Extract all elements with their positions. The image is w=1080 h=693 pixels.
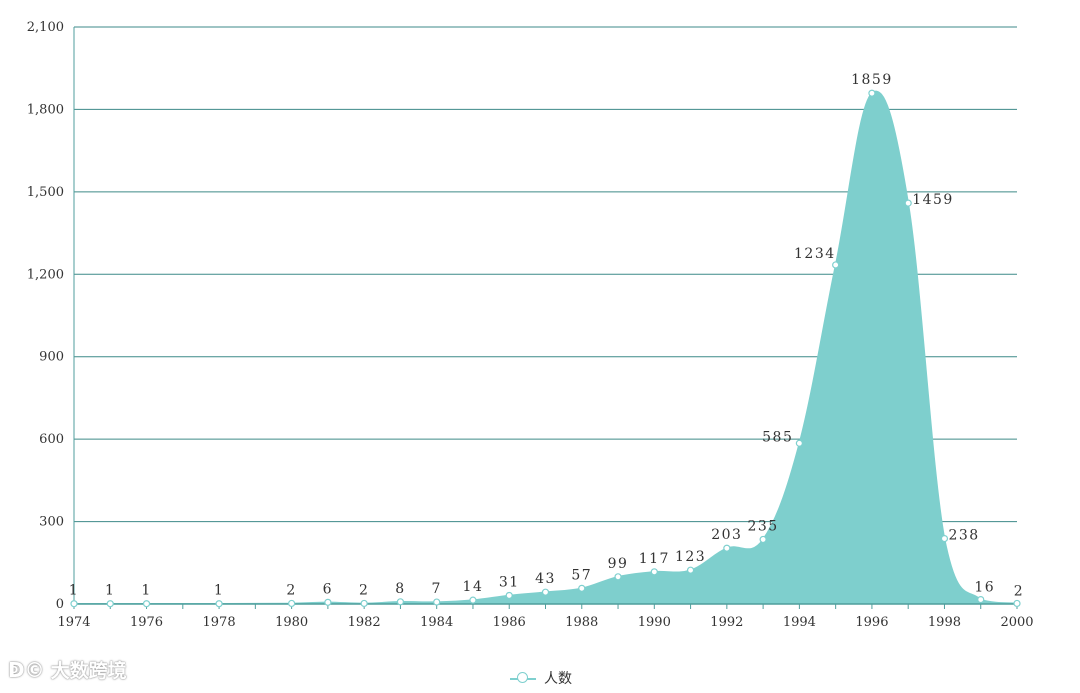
data-label: 123: [675, 549, 706, 565]
data-point: [469, 596, 477, 604]
data-label: 1: [69, 583, 79, 599]
data-label: 1459: [912, 192, 954, 208]
data-point: [505, 591, 513, 600]
legend[interactable]: 人数: [510, 668, 572, 688]
data-point: [723, 544, 731, 552]
data-label: 117: [639, 551, 670, 567]
x-tick-label: 1982: [348, 615, 381, 630]
data-point: [650, 568, 658, 576]
x-tick-label: 1976: [130, 615, 163, 630]
data-point: [142, 600, 151, 608]
data-point: [832, 261, 840, 269]
data-point: [70, 600, 78, 608]
data-label: 7: [431, 581, 441, 597]
legend-marker-icon: [510, 671, 536, 685]
x-tick-label: 1988: [565, 615, 598, 630]
data-point: [324, 598, 332, 606]
x-tick-label: 1978: [203, 615, 236, 630]
data-label: 1859: [851, 72, 893, 88]
x-tick-label: 1986: [493, 615, 526, 630]
data-label: 1: [141, 583, 151, 599]
y-tick-label: 2,100: [27, 20, 64, 35]
data-point: [106, 600, 114, 608]
data-label: 43: [535, 571, 556, 587]
x-tick-label: 1994: [783, 615, 816, 630]
data-label: 1234: [794, 246, 836, 262]
x-tick-label: 1998: [928, 615, 961, 630]
y-tick-label: 1,500: [27, 185, 64, 200]
data-label: 8: [395, 581, 405, 597]
x-tick-label: 1992: [710, 615, 743, 630]
data-point: [1013, 599, 1021, 608]
data-point: [795, 439, 803, 447]
series-area: [74, 91, 1017, 605]
data-label: 585: [762, 429, 793, 445]
data-point: [686, 566, 695, 574]
legend-label: 人数: [544, 671, 572, 687]
data-label: 235: [747, 518, 778, 534]
y-tick-label: 300: [39, 515, 64, 530]
watermark-logo-icon: ↁ©: [8, 657, 45, 682]
data-point: [977, 596, 985, 604]
data-label: 238: [948, 528, 979, 544]
data-point: [940, 535, 949, 543]
data-label: 6: [323, 581, 333, 597]
data-label: 16: [974, 580, 995, 596]
data-label: 1: [105, 583, 115, 599]
data-point: [904, 199, 912, 207]
x-tick-label: 1974: [57, 615, 90, 630]
data-point: [360, 599, 368, 608]
x-tick-label: 1980: [275, 615, 308, 630]
data-label: 2: [359, 582, 369, 598]
data-label: 1: [214, 583, 224, 599]
watermark-text: 大数跨境: [50, 660, 127, 682]
data-label: 31: [499, 574, 520, 590]
x-tick-label: 1996: [855, 615, 888, 630]
data-point: [614, 573, 622, 581]
y-tick-label: 900: [39, 350, 64, 365]
y-tick-label: 1,200: [27, 267, 64, 282]
data-label: 99: [608, 556, 629, 572]
data-point: [288, 599, 296, 608]
data-point: [868, 89, 876, 97]
watermark: ↁ© 大数跨境: [8, 656, 127, 683]
data-label: 57: [571, 567, 592, 583]
y-tick-label: 0: [56, 597, 64, 612]
data-point: [759, 535, 767, 544]
data-point: [578, 584, 586, 592]
data-label: 203: [711, 527, 742, 543]
x-tick-label: 1990: [638, 615, 671, 630]
series-line: [74, 90, 1018, 605]
data-point: [396, 598, 405, 606]
x-tick-label: 1984: [420, 615, 453, 630]
data-point: [541, 588, 550, 596]
y-tick-label: 1,800: [27, 102, 64, 117]
data-point: [215, 600, 223, 608]
data-label: 2: [1014, 583, 1024, 599]
data-label: 2: [286, 582, 296, 598]
y-tick-label: 600: [39, 432, 64, 447]
data-point: [433, 598, 441, 606]
x-tick-label: 2000: [1000, 615, 1033, 630]
data-label: 14: [463, 579, 484, 595]
